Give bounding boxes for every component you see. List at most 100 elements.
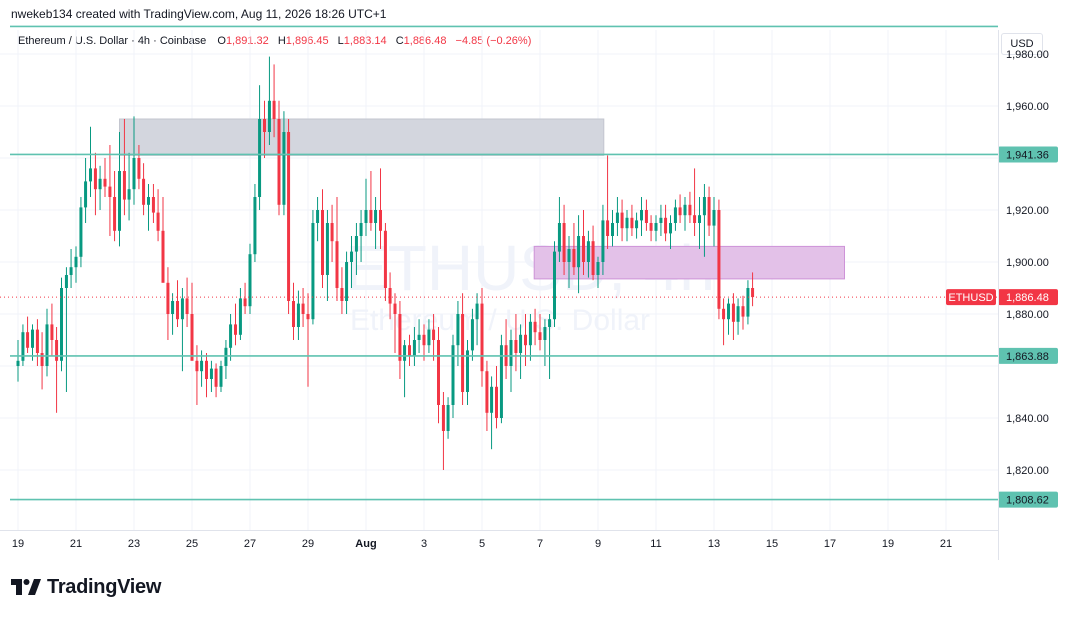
- candle-body: [659, 217, 663, 223]
- x-tick-label: 11: [650, 538, 661, 550]
- candle-body: [267, 100, 271, 132]
- candle-body: [707, 197, 711, 226]
- candle-body: [741, 306, 745, 317]
- candle-body: [567, 249, 571, 262]
- candle-body: [408, 345, 411, 356]
- zone-fvg: [533, 245, 845, 280]
- candle-body: [649, 223, 653, 231]
- candle-body: [79, 207, 83, 257]
- candle-body: [224, 347, 228, 366]
- candle-body: [577, 236, 581, 268]
- candle-body: [229, 324, 233, 348]
- candle-body: [108, 186, 112, 197]
- symbol-tag-box: [946, 289, 996, 306]
- level-label-box: [998, 146, 1058, 163]
- candle-body: [727, 303, 730, 320]
- candles: [16, 56, 755, 470]
- candle-body: [137, 158, 141, 179]
- candle-body: [292, 301, 295, 327]
- candle-body: [625, 217, 629, 229]
- x-tick-label: 21: [940, 538, 952, 550]
- high-label: H: [277, 35, 286, 47]
- level-label-text: 1,941.36: [1006, 149, 1049, 161]
- candle-body: [84, 181, 88, 208]
- candle-body: [200, 360, 204, 372]
- symbol-legend: Ethereum / U.S. Dollar · 4h · Coinbase O…: [18, 35, 537, 47]
- x-tick-label: 5: [479, 538, 485, 550]
- y-tick-label: 1,980.00: [1006, 49, 1049, 61]
- candle-body: [572, 249, 576, 268]
- level-label-text: 1,863.88: [1006, 351, 1049, 363]
- candle-body: [514, 340, 518, 353]
- candle-body: [180, 298, 184, 320]
- candle-body: [591, 241, 595, 275]
- candle-body: [171, 301, 175, 314]
- candle-body: [45, 324, 49, 366]
- open-label: O: [217, 35, 226, 47]
- candle-body: [60, 288, 63, 361]
- candle-body: [538, 332, 542, 340]
- x-tick-label: 29: [302, 538, 314, 550]
- candle-body: [253, 197, 257, 255]
- candle-body: [306, 314, 310, 320]
- candle-body: [335, 241, 339, 288]
- level-label-text: 1,808.62: [1006, 495, 1049, 507]
- candle-body: [374, 210, 378, 223]
- candle-body: [122, 171, 126, 200]
- low-value: 1,883.14: [343, 35, 387, 47]
- candle-body: [345, 262, 349, 301]
- candle-body: [301, 303, 305, 314]
- candle-body: [156, 212, 160, 231]
- candle-body: [176, 301, 179, 320]
- candle-body: [417, 334, 421, 340]
- candle-body: [64, 275, 68, 288]
- close-label: C: [395, 35, 404, 47]
- zone-supply: [119, 118, 605, 156]
- candle-body: [548, 319, 552, 327]
- candle-body: [683, 204, 687, 216]
- candle-body: [509, 340, 513, 366]
- candle-body: [606, 220, 610, 236]
- candle-body: [132, 158, 136, 190]
- candle-body: [490, 386, 494, 413]
- current-price-box: [998, 289, 1058, 306]
- candle-body: [615, 212, 619, 223]
- candle-body: [151, 197, 155, 213]
- chart-credit: nwekeb134 created with TradingView.com, …: [11, 7, 387, 21]
- grid: [0, 30, 998, 530]
- candle-body: [673, 207, 677, 223]
- candle-body: [751, 288, 755, 298]
- tradingview-logo: TradingView: [11, 574, 161, 600]
- candle-body: [688, 204, 692, 216]
- x-tick-label: 9: [595, 538, 601, 550]
- x-tick-label: 27: [244, 538, 256, 550]
- candle-body: [427, 329, 431, 346]
- y-tick-label: 1,840.00: [1006, 413, 1049, 425]
- candle-body: [495, 386, 498, 418]
- candle-body: [640, 210, 643, 221]
- candle-body: [451, 345, 455, 405]
- candle-body: [16, 360, 20, 366]
- candle-body: [364, 210, 368, 223]
- candle-body: [277, 119, 281, 205]
- candle-body: [93, 168, 97, 190]
- candle-body: [388, 288, 392, 304]
- candle-body: [466, 350, 469, 392]
- axes: 1,980.00 1,960.00 1,920.00 1,900.00 1,880.00…: [0, 30, 1049, 560]
- candle-body: [40, 353, 44, 366]
- candle-body: [243, 298, 247, 307]
- candle-body: [311, 223, 315, 320]
- candle-body: [379, 210, 382, 231]
- candle-body: [195, 360, 199, 372]
- x-tick-label: 13: [708, 538, 720, 550]
- x-tick-label: 15: [766, 538, 778, 550]
- candle-body: [330, 223, 334, 242]
- candle-body: [205, 360, 208, 379]
- x-tick-label: 7: [537, 538, 543, 550]
- zones: [119, 118, 845, 280]
- candle-body: [398, 314, 402, 361]
- x-tick-label: 23: [128, 538, 140, 550]
- candle-body: [654, 223, 658, 231]
- currency-button[interactable]: USD: [1001, 33, 1043, 55]
